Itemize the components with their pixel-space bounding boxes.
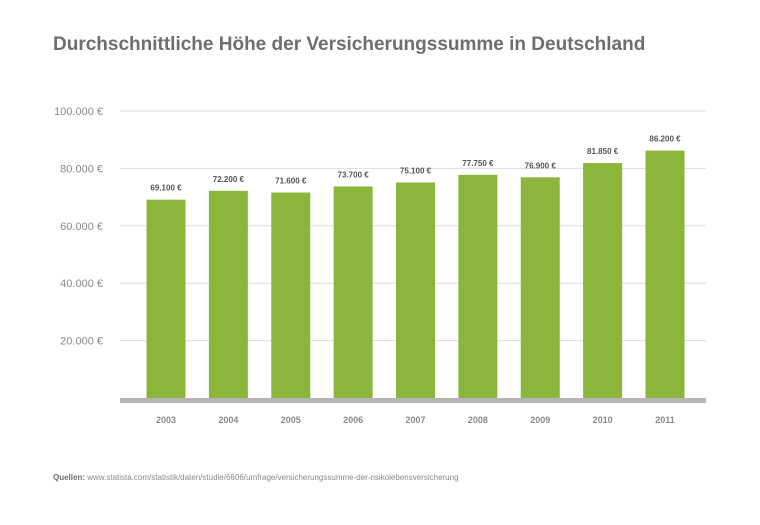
x-tick-label: 2004 bbox=[218, 415, 238, 425]
data-label: 81.850 € bbox=[587, 147, 619, 156]
bar bbox=[458, 174, 498, 398]
bar bbox=[520, 177, 560, 398]
x-tick-label: 2003 bbox=[156, 415, 176, 425]
data-label: 69.100 € bbox=[150, 184, 182, 193]
x-tick-label: 2008 bbox=[468, 415, 488, 425]
chart-title: Durchschnittliche Höhe der Versicherungs… bbox=[53, 34, 646, 55]
x-tick-label: 2010 bbox=[593, 415, 613, 425]
data-label: 86.200 € bbox=[649, 135, 681, 144]
data-label: 73.700 € bbox=[338, 170, 370, 179]
x-tick-label: 2006 bbox=[343, 415, 363, 425]
y-tick-label: 20.000 € bbox=[60, 336, 103, 348]
data-label: 72.200 € bbox=[213, 175, 245, 184]
y-tick-label: 40.000 € bbox=[60, 278, 103, 290]
bar bbox=[146, 199, 186, 398]
data-label: 71.600 € bbox=[275, 177, 307, 186]
source-note: Quellen: www.statista.com/statistik/date… bbox=[53, 473, 459, 482]
y-tick-label: 60.000 € bbox=[60, 221, 103, 233]
data-label: 77.750 € bbox=[462, 159, 494, 168]
x-axis bbox=[120, 398, 706, 403]
bar bbox=[208, 190, 248, 398]
bar bbox=[271, 192, 311, 398]
bar bbox=[396, 182, 435, 398]
x-tick-label: 2011 bbox=[655, 415, 675, 425]
x-tick-label: 2007 bbox=[405, 415, 425, 425]
bar bbox=[583, 163, 623, 398]
source-text[interactable]: www.statista.com/statistik/daten/studie/… bbox=[87, 473, 459, 482]
bar bbox=[333, 186, 373, 398]
data-label: 76.900 € bbox=[525, 161, 557, 170]
data-label: 75.100 € bbox=[400, 166, 432, 175]
source-label: Quellen: bbox=[53, 473, 86, 482]
x-tick-label: 2005 bbox=[281, 415, 301, 425]
y-tick-label: 100.000 € bbox=[54, 106, 103, 118]
y-tick-label: 80.000 € bbox=[60, 163, 103, 175]
bar bbox=[645, 150, 685, 398]
x-tick-label: 2009 bbox=[530, 415, 550, 425]
